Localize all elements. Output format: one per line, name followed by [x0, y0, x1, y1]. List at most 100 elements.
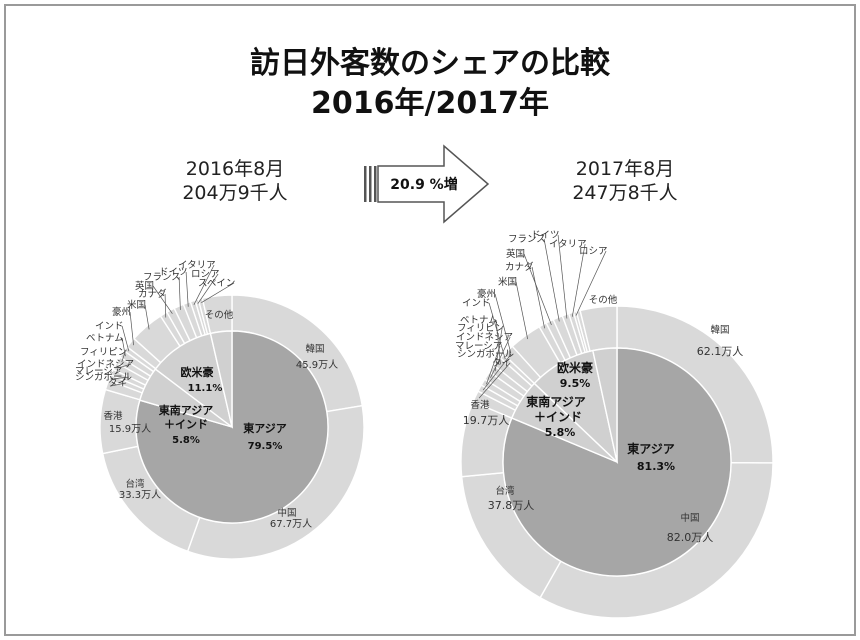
- inner-segment-3: [209, 330, 233, 428]
- inner-label-east-asia: 東アジア: [627, 441, 675, 456]
- outer-label-3: 香港: [103, 410, 123, 422]
- inner-value-southeast-asia: 5.8%: [172, 435, 200, 446]
- left-subtitle-date: 2016年8月: [185, 158, 285, 180]
- country-label-15: フランス: [143, 272, 181, 283]
- leader-line-14: [152, 285, 173, 314]
- leader-line-15: [178, 276, 181, 310]
- inner-segment-0: [502, 347, 732, 577]
- leader-line-8: [121, 351, 126, 363]
- country-label-11: 豪州: [112, 306, 131, 318]
- country-label-9: ベトナム: [460, 315, 498, 326]
- leader-line-12: [144, 304, 150, 330]
- country-label-18: ロシア: [579, 246, 608, 257]
- country-label-7: インドネシア: [77, 359, 134, 370]
- inner-label-southeast-asia-2: ＋インド: [164, 418, 208, 431]
- left-subtitle-total: 204万9千人: [182, 182, 288, 204]
- leader-line-17: [193, 264, 215, 305]
- inner-segment-3: [591, 347, 618, 463]
- leader-line-10: [121, 325, 130, 352]
- leader-line-6: [115, 370, 121, 375]
- leader-line-16: [557, 234, 568, 319]
- leader-line-13: [531, 266, 545, 329]
- outer-value-2: 37.8万人: [488, 499, 535, 512]
- country-label-8: フィリピン: [80, 347, 127, 358]
- country-label-15: フランス: [508, 234, 546, 245]
- outer-label-2: 台湾: [495, 485, 515, 497]
- country-label-12: 米国: [127, 299, 146, 311]
- country-label-6: マレーシア: [455, 341, 502, 352]
- country-label-5: シンガポール: [457, 349, 515, 360]
- country-label-19: スペイン: [198, 278, 235, 289]
- inner-label-southeast-asia: 東南アジア: [159, 403, 214, 417]
- outer-value-1: 67.7万人: [270, 518, 312, 530]
- outer-value-3: 19.7万人: [463, 414, 510, 427]
- outer-value-3: 15.9万人: [109, 423, 151, 435]
- inner-value-southeast-asia: 5.8%: [545, 426, 576, 439]
- inner-label-western: 欧米豪: [181, 365, 214, 379]
- leader-line-5: [113, 376, 130, 380]
- title-line-1: 訪日外客数のシェアの比較: [250, 46, 610, 81]
- inner-value-east-asia: 79.5%: [248, 441, 283, 452]
- inner-value-east-asia: 81.3%: [637, 460, 675, 473]
- country-label-4: タイ: [492, 358, 511, 369]
- leader-line-5: [482, 353, 512, 391]
- inner-value-western: 9.5%: [560, 377, 591, 390]
- country-label-16: ドイツ: [159, 267, 188, 278]
- outer-label-0: 韓国: [710, 325, 729, 336]
- leader-line-15: [543, 238, 560, 322]
- inner-label-southeast-asia: 東南アジア: [526, 394, 586, 409]
- country-label-8: フィリピン: [457, 323, 504, 334]
- inner-label-southeast-asia-2: ＋インド: [534, 410, 582, 424]
- outer-value-0: 45.9万人: [296, 359, 338, 371]
- outer-label-2: 台湾: [125, 478, 145, 490]
- outer-label-other: その他: [205, 309, 234, 321]
- leader-line-4: [110, 382, 127, 387]
- leader-line-11: [129, 311, 134, 346]
- leader-line-8: [494, 327, 503, 372]
- leader-line-17: [571, 243, 586, 317]
- country-label-5: シンガポール: [75, 372, 133, 383]
- outer-label-1: 中国: [277, 507, 296, 519]
- country-label-10: インド: [462, 298, 491, 309]
- country-label-17: イタリア: [178, 260, 216, 271]
- outer-value-2: 33.3万人: [119, 489, 161, 501]
- inner-segment-2: [154, 332, 234, 429]
- country-label-12: 米国: [498, 276, 517, 288]
- country-label-6: マレーシア: [75, 366, 122, 377]
- leader-line-12: [515, 281, 528, 340]
- country-label-18: ロシア: [191, 269, 220, 280]
- inner-label-east-asia: 東アジア: [243, 421, 287, 435]
- leader-line-13: [164, 293, 167, 318]
- country-label-13: カナダ: [138, 288, 167, 300]
- leader-line-14: [523, 253, 552, 326]
- leader-line-11: [494, 293, 512, 354]
- country-label-17: イタリア: [549, 239, 587, 250]
- title-line-2: 2016年/2017年: [311, 86, 549, 121]
- country-label-14: 英国: [135, 280, 154, 292]
- country-label-4: タイ: [108, 378, 127, 389]
- outer-value-0: 62.1万人: [697, 345, 744, 358]
- leader-line-7: [490, 336, 511, 378]
- outer-label-other: その他: [589, 294, 618, 306]
- leader-line-4: [478, 362, 511, 399]
- leader-line-16: [185, 271, 189, 307]
- leader-line-18: [575, 250, 607, 316]
- outer-value-1: 82.0万人: [667, 531, 714, 544]
- country-label-14: 英国: [506, 248, 525, 260]
- inner-value-western: 11.1%: [188, 383, 223, 394]
- leader-line-9: [121, 337, 126, 357]
- country-label-7: インドネシア: [456, 332, 513, 343]
- country-label-10: インド: [95, 321, 124, 332]
- right-subtitle-total: 247万8千人: [572, 182, 678, 204]
- country-label-13: カナダ: [505, 261, 534, 273]
- country-label-9: ベトナム: [86, 333, 124, 344]
- leader-line-18: [197, 273, 219, 304]
- leader-line-7: [118, 363, 132, 369]
- outer-label-3: 香港: [470, 399, 490, 411]
- leader-line-10: [488, 302, 506, 360]
- inner-label-western: 欧米豪: [557, 360, 593, 375]
- outer-label-0: 韓国: [305, 344, 324, 355]
